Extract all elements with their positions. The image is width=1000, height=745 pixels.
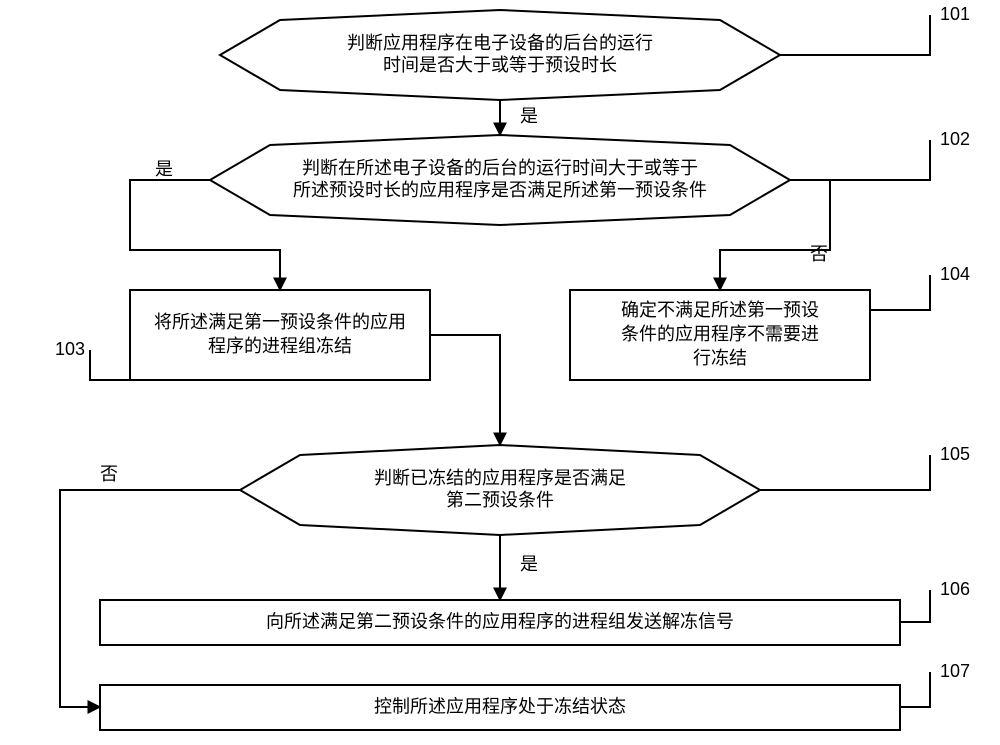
process-text: 行冻结 (693, 348, 747, 368)
edge-label: 是 (520, 106, 538, 126)
decision-text: 时间是否大于或等于预设时长 (383, 55, 617, 75)
ref-leader (900, 672, 930, 707)
ref-leader (780, 15, 930, 55)
connector (430, 335, 500, 445)
ref-leader (900, 590, 930, 622)
process-text: 程序的进程组冻结 (208, 336, 352, 356)
flowchart-canvas: 判断应用程序在电子设备的后台的运行时间是否大于或等于预设时长判断在所述电子设备的… (0, 0, 1000, 745)
ref-number: 103 (55, 339, 85, 359)
ref-number: 104 (940, 264, 970, 284)
connector (130, 180, 280, 290)
process-text: 控制所述应用程序处于冻结状态 (374, 696, 626, 716)
ref-leader (790, 140, 930, 180)
ref-number: 102 (940, 129, 970, 149)
decision-text: 所述预设时长的应用程序是否满足所述第一预设条件 (293, 180, 707, 200)
ref-leader (760, 455, 930, 490)
process-text: 条件的应用程序不需要进 (621, 324, 819, 344)
decision-text: 判断已冻结的应用程序是否满足 (374, 468, 626, 488)
edge-label: 是 (155, 159, 173, 179)
ref-number: 105 (940, 444, 970, 464)
decision-text: 判断在所述电子设备的后台的运行时间大于或等于 (302, 158, 698, 178)
process-text: 向所述满足第二预设条件的应用程序的进程组发送解冻信号 (266, 611, 734, 631)
decision-text: 判断应用程序在电子设备的后台的运行 (347, 33, 653, 53)
edge-label: 否 (810, 244, 828, 264)
ref-number: 106 (940, 579, 970, 599)
process-text: 将所述满足第一预设条件的应用 (154, 312, 406, 332)
edge-label: 否 (100, 464, 118, 484)
ref-number: 101 (940, 4, 970, 24)
connector (720, 180, 830, 290)
ref-leader (90, 350, 130, 380)
ref-number: 107 (940, 661, 970, 681)
edge-label: 是 (520, 554, 538, 574)
ref-leader (870, 275, 930, 310)
connector (60, 490, 240, 707)
decision-text: 第二预设条件 (446, 490, 554, 510)
process-text: 确定不满足所述第一预设 (621, 300, 819, 320)
